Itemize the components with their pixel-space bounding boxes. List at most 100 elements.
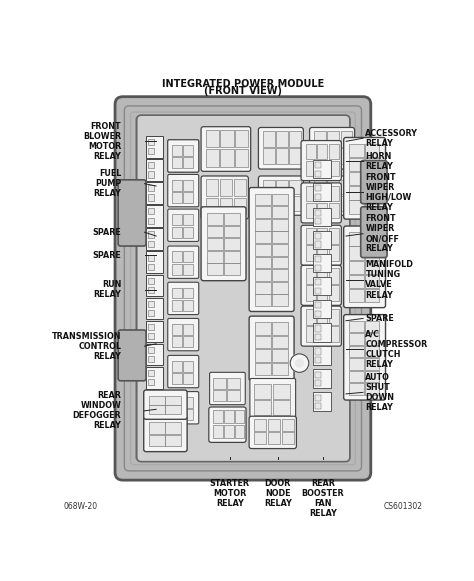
- Bar: [268, 432, 280, 444]
- Bar: [147, 379, 154, 385]
- Bar: [341, 196, 352, 211]
- FancyBboxPatch shape: [301, 183, 341, 223]
- Bar: [317, 144, 328, 159]
- Bar: [213, 410, 223, 423]
- FancyBboxPatch shape: [209, 407, 246, 442]
- Bar: [349, 158, 364, 171]
- Bar: [329, 186, 339, 202]
- Bar: [147, 403, 154, 408]
- Bar: [147, 217, 154, 224]
- Bar: [183, 157, 193, 168]
- Bar: [183, 397, 193, 408]
- Bar: [147, 231, 154, 238]
- Bar: [349, 358, 364, 370]
- Bar: [206, 130, 219, 148]
- Text: RUN
RELAY: RUN RELAY: [93, 281, 121, 299]
- Bar: [317, 228, 328, 244]
- Text: STARTER
MOTOR
RELAY: STARTER MOTOR RELAY: [210, 479, 250, 508]
- Bar: [206, 149, 219, 167]
- Bar: [317, 160, 328, 176]
- Bar: [183, 252, 193, 262]
- Bar: [306, 245, 316, 261]
- Bar: [147, 356, 154, 363]
- Bar: [315, 233, 321, 239]
- Bar: [213, 425, 223, 437]
- Bar: [255, 282, 271, 293]
- Bar: [146, 275, 163, 296]
- Bar: [183, 227, 193, 238]
- FancyBboxPatch shape: [344, 138, 385, 219]
- Bar: [165, 406, 181, 414]
- Bar: [228, 390, 240, 401]
- FancyBboxPatch shape: [168, 318, 199, 351]
- FancyBboxPatch shape: [361, 207, 387, 257]
- Bar: [183, 373, 193, 384]
- Bar: [315, 334, 321, 340]
- Bar: [147, 310, 154, 316]
- Bar: [255, 257, 271, 268]
- Bar: [306, 228, 316, 244]
- Bar: [254, 419, 266, 431]
- Bar: [255, 193, 271, 206]
- Bar: [315, 185, 321, 191]
- Text: 068W-20: 068W-20: [63, 502, 97, 511]
- Bar: [183, 264, 193, 275]
- Bar: [349, 246, 364, 260]
- FancyBboxPatch shape: [168, 246, 199, 278]
- FancyBboxPatch shape: [301, 266, 341, 306]
- Bar: [272, 295, 288, 306]
- Text: FRONT
WIPER
ON/OFF
RELAY: FRONT WIPER ON/OFF RELAY: [365, 214, 399, 253]
- Bar: [306, 144, 316, 159]
- Bar: [306, 160, 316, 176]
- Bar: [172, 336, 182, 347]
- Bar: [349, 144, 364, 157]
- Bar: [317, 309, 328, 325]
- Bar: [313, 300, 330, 318]
- Bar: [146, 252, 163, 273]
- Bar: [146, 159, 163, 181]
- Bar: [272, 244, 288, 256]
- Bar: [147, 324, 154, 330]
- Bar: [255, 206, 271, 218]
- Bar: [272, 363, 288, 375]
- Bar: [219, 198, 232, 214]
- FancyBboxPatch shape: [115, 96, 371, 480]
- Bar: [165, 396, 181, 405]
- Bar: [317, 285, 328, 301]
- Bar: [349, 232, 364, 246]
- Bar: [272, 206, 288, 218]
- Bar: [228, 378, 240, 389]
- Bar: [220, 130, 234, 148]
- Text: FRONT
WIPER
HIGH/LOW
RELAY: FRONT WIPER HIGH/LOW RELAY: [365, 173, 412, 211]
- Text: SPARE: SPARE: [92, 251, 121, 260]
- Bar: [146, 136, 163, 157]
- Bar: [263, 180, 275, 195]
- Bar: [272, 269, 288, 281]
- Bar: [255, 336, 271, 349]
- Bar: [314, 148, 326, 164]
- Bar: [147, 171, 154, 178]
- Text: DOOR
NODE
RELAY: DOOR NODE RELAY: [264, 479, 292, 508]
- Bar: [315, 162, 321, 168]
- Bar: [255, 322, 271, 335]
- Bar: [365, 383, 379, 394]
- Bar: [172, 227, 182, 238]
- FancyBboxPatch shape: [344, 226, 385, 308]
- Text: (FRONT VIEW): (FRONT VIEW): [204, 85, 282, 95]
- Text: INTEGRATED POWER MODULE: INTEGRATED POWER MODULE: [162, 80, 324, 89]
- Bar: [317, 326, 328, 342]
- Bar: [149, 435, 164, 446]
- FancyBboxPatch shape: [301, 225, 341, 266]
- Bar: [317, 186, 328, 202]
- FancyBboxPatch shape: [249, 316, 294, 381]
- Bar: [255, 349, 271, 362]
- Bar: [147, 416, 154, 422]
- Bar: [365, 158, 379, 171]
- Bar: [315, 302, 321, 309]
- FancyBboxPatch shape: [118, 330, 146, 381]
- Bar: [255, 244, 271, 256]
- FancyBboxPatch shape: [118, 180, 146, 246]
- FancyBboxPatch shape: [249, 416, 296, 449]
- Bar: [146, 297, 163, 319]
- Bar: [313, 392, 330, 411]
